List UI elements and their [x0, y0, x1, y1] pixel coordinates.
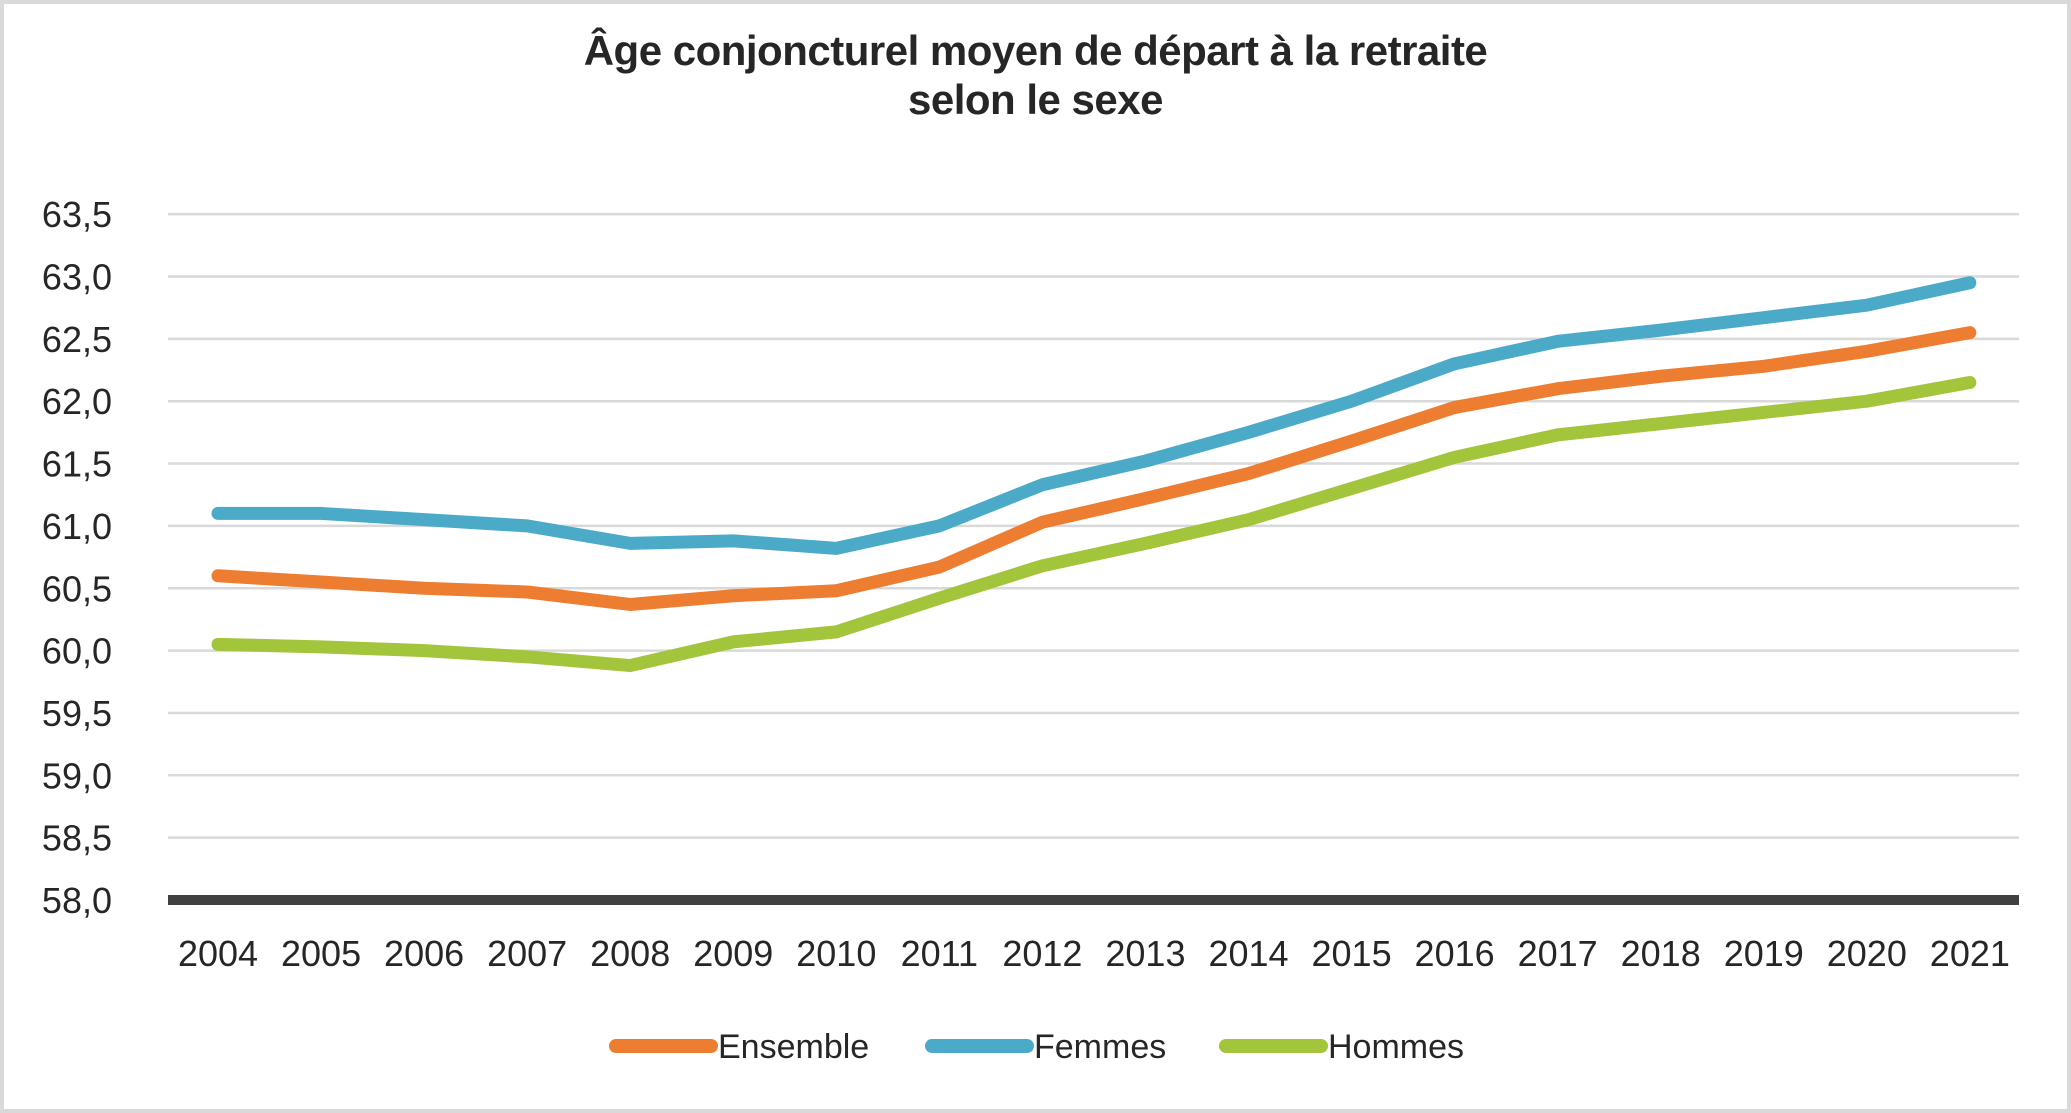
y-tick-label: 61,0 — [42, 506, 112, 547]
y-tick-label: 59,0 — [42, 755, 112, 796]
data-series — [211, 276, 1977, 673]
x-tick-label: 2020 — [1827, 933, 1907, 974]
x-tick-label: 2013 — [1105, 933, 1185, 974]
x-tick-label: 2016 — [1415, 933, 1495, 974]
y-tick-label: 60,0 — [42, 631, 112, 672]
y-tick-label: 58,0 — [42, 880, 112, 921]
x-tick-label: 2017 — [1518, 933, 1598, 974]
x-tick-label: 2014 — [1208, 933, 1288, 974]
x-tick-label: 2004 — [178, 933, 258, 974]
legend-label-ensemble: Ensemble — [718, 1028, 869, 1066]
series-line-hommes — [211, 375, 1977, 673]
x-tick-label: 2005 — [281, 933, 361, 974]
chart-title-line-2: selon le sexe — [908, 76, 1164, 123]
series-line-femmes — [211, 276, 1977, 555]
x-tick-label: 2021 — [1930, 933, 2010, 974]
x-tick-label: 2007 — [487, 933, 567, 974]
x-tick-label: 2009 — [693, 933, 773, 974]
y-tick-label: 63,5 — [42, 194, 112, 235]
series-line-ensemble — [211, 326, 1977, 611]
y-tick-label: 61,5 — [42, 444, 112, 485]
y-tick-label: 62,5 — [42, 319, 112, 360]
x-tick-label: 2018 — [1621, 933, 1701, 974]
y-tick-label: 62,0 — [42, 381, 112, 422]
y-tick-label: 60,5 — [42, 568, 112, 609]
y-tick-label: 59,5 — [42, 693, 112, 734]
y-tick-label: 63,0 — [42, 257, 112, 298]
x-tick-label: 2015 — [1312, 933, 1392, 974]
chart-title: Âge conjoncturel moyen de départ à la re… — [0, 26, 2071, 124]
x-tick-label: 2010 — [796, 933, 876, 974]
y-axis-tick-labels: 58,0 58,5 59,0 59,5 60,0 60,5 61,0 61,5 62,0 62,5… — [42, 194, 112, 921]
x-tick-label: 2008 — [590, 933, 670, 974]
x-axis-tick-labels: 2004 2005 2006 2007 2008 2009 2010 2011 2012 2013… — [178, 933, 2010, 974]
x-tick-label: 2012 — [1002, 933, 1082, 974]
legend-label-hommes: Hommes — [1328, 1028, 1464, 1066]
legend-label-femmes: Femmes — [1034, 1028, 1166, 1066]
y-tick-label: 58,5 — [42, 818, 112, 859]
x-tick-label: 2019 — [1724, 933, 1804, 974]
x-tick-label: 2011 — [901, 933, 978, 974]
legend: Ensemble Femmes Hommes — [609, 1028, 1464, 1066]
x-tick-label: 2006 — [384, 933, 464, 974]
chart-title-line-1: Âge conjoncturel moyen de départ à la re… — [583, 27, 1488, 74]
